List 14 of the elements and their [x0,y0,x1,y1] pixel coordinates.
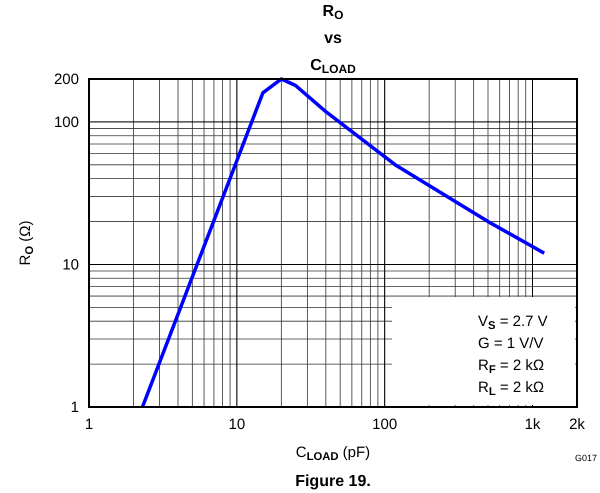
text: G017 [574,453,597,463]
x-tick-label: 1 [84,416,94,433]
caption: Figure 19. [295,473,371,490]
x-axis-title: C$_{LOAD}$ (pF) [296,444,370,463]
chart-title: R$_{O}$ vs C$_{LOAD}$ [310,3,356,76]
x-tick-label: 2k [569,416,586,433]
y-tick-label: 100 [54,114,79,131]
x-tick-label: 1k [524,416,541,433]
y-tick-label: 200 [54,71,79,88]
x-tick-label: 10 [228,416,246,433]
y-tick-label: 1 [70,399,79,416]
x-tick-label: 100 [372,416,398,433]
y-tick-label: 10 [62,256,79,274]
text: V$_{S}$ = 2.7 V G = 1 V/V R$_{F}$ = 2 kΩ R$_{L}$ = 2 kΩ [478,313,548,398]
